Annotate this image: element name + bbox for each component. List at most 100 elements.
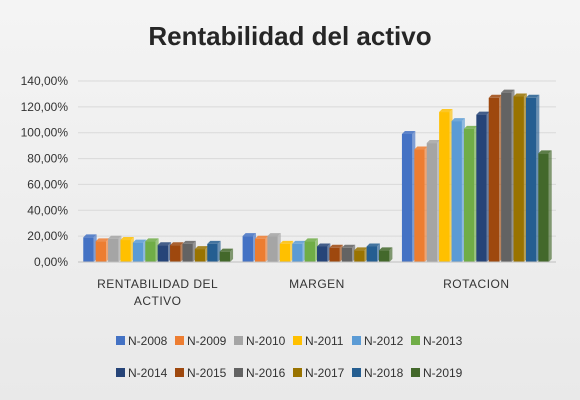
bar (329, 244, 343, 262)
bar-top (182, 240, 196, 244)
y-tick-label: 140,00% (21, 74, 69, 88)
bar-top (132, 239, 147, 243)
bar (366, 243, 380, 262)
bar (194, 246, 209, 262)
bar (488, 94, 503, 262)
bar (242, 233, 256, 262)
bar-front (207, 243, 218, 262)
bar (157, 242, 172, 262)
bar-front (120, 240, 131, 262)
bar-front (401, 134, 413, 262)
bar-top (83, 234, 97, 238)
legend-item: N-2015 (175, 366, 227, 380)
bar (207, 240, 221, 262)
bar-front (513, 96, 524, 262)
bar-front (354, 250, 365, 262)
bar (304, 238, 318, 262)
legend-swatch (116, 336, 125, 345)
legend-swatch (352, 336, 361, 345)
legend-item: N-2016 (234, 366, 286, 380)
bar-top (207, 240, 221, 244)
bar-front (501, 92, 512, 262)
bar-front (219, 251, 231, 262)
bar-front (538, 153, 549, 262)
legend-label: N-2017 (305, 366, 345, 380)
bar (145, 238, 159, 262)
bar-front (304, 241, 315, 262)
bar-front (292, 243, 303, 262)
bar (525, 94, 540, 262)
y-tick-label: 20,00% (27, 229, 68, 243)
legend-item: N-2013 (411, 334, 463, 348)
bar-front (255, 238, 266, 262)
bar (279, 240, 294, 262)
bar-top (525, 94, 540, 98)
bar-front (488, 97, 500, 262)
legend-item: N-2014 (116, 366, 168, 380)
bar (292, 240, 306, 262)
legend-label: N-2015 (187, 366, 227, 380)
bar-top (341, 244, 356, 248)
bar (513, 93, 527, 262)
bar (379, 247, 393, 262)
bar-top (170, 242, 184, 246)
bar-top (255, 235, 269, 239)
legend-swatch (293, 368, 302, 377)
bar-side (548, 150, 552, 262)
legend-item: N-2012 (352, 334, 404, 348)
bar (219, 248, 234, 262)
legend-item: N-2017 (293, 366, 345, 380)
bar-top (219, 248, 234, 252)
bar-front (95, 241, 107, 262)
bar (501, 89, 515, 262)
bar-front (145, 241, 156, 262)
y-axis-ticks: 0,00% 20,00% 40,00% 60,00% 80,00% 100,00% 120,… (21, 74, 69, 269)
y-tick-label: 100,00% (21, 126, 69, 140)
y-tick-label: 80,00% (27, 152, 68, 166)
y-tick-label: 0,00% (34, 255, 68, 269)
legend-label: N-2016 (246, 366, 286, 380)
bar (451, 118, 465, 262)
bar-top (488, 94, 503, 98)
bar-front (317, 246, 328, 262)
bar (439, 109, 453, 263)
bar-top (354, 247, 368, 251)
bar (108, 235, 122, 262)
legend-item: N-2018 (352, 366, 404, 380)
x-category-label: ROTACION (443, 277, 509, 291)
x-category-label: MARGEN (289, 277, 345, 291)
bar-top (242, 233, 256, 237)
bar (354, 247, 368, 262)
bar-front (267, 236, 278, 262)
bar (317, 243, 331, 262)
legend-item: N-2011 (293, 334, 344, 348)
bar-top (366, 243, 380, 247)
bar-front (476, 114, 487, 262)
bar (426, 140, 441, 262)
y-tick-label: 40,00% (27, 203, 68, 217)
legend-item: N-2009 (175, 334, 227, 348)
legend-item: N-2010 (234, 334, 286, 348)
bar-top (317, 243, 331, 247)
bar-top (513, 93, 527, 97)
bar-side (389, 247, 393, 262)
legend-label: N-2009 (187, 334, 227, 348)
bar-top (95, 238, 110, 242)
bar-front (414, 149, 425, 262)
bar-top (463, 125, 478, 129)
bar-top (108, 235, 122, 239)
bar-top (379, 247, 393, 251)
gridlines (78, 80, 556, 263)
bar (170, 242, 184, 262)
legend-label: N-2012 (364, 334, 404, 348)
bar-top (414, 146, 428, 150)
legend-swatch (175, 336, 184, 345)
bar-top (267, 233, 281, 237)
legend-swatch (116, 368, 125, 377)
legend-swatch (293, 336, 302, 345)
bar-top (329, 244, 343, 248)
bar-top (538, 150, 552, 154)
bar-front (366, 246, 377, 262)
legend-label: N-2018 (364, 366, 404, 380)
legend-swatch (352, 368, 361, 377)
